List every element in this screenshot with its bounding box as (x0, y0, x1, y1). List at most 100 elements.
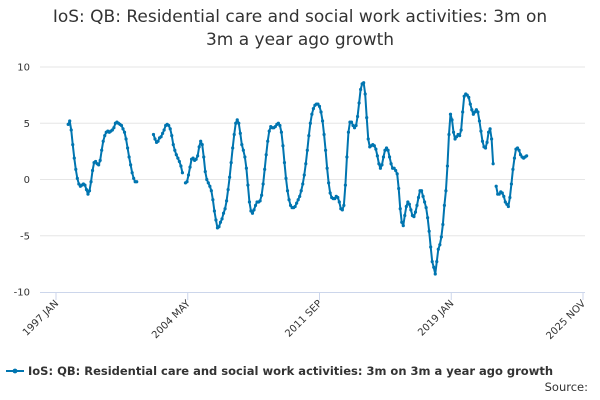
data-point (322, 132, 326, 137)
data-point (363, 92, 367, 96)
series-layer (66, 81, 529, 276)
data-point (287, 198, 291, 202)
data-point (185, 180, 189, 184)
data-point (355, 114, 360, 119)
data-point (168, 127, 172, 131)
data-point (234, 121, 238, 125)
y-tick-label: 5 (24, 119, 30, 130)
data-point (433, 272, 437, 276)
data-point (298, 194, 302, 198)
data-point (296, 198, 300, 202)
data-point (167, 123, 171, 128)
data-point (497, 192, 501, 196)
data-point (244, 166, 248, 170)
data-point (71, 143, 75, 147)
data-point (273, 125, 277, 129)
data-point (243, 155, 247, 159)
data-point (483, 146, 488, 150)
data-point (480, 139, 485, 143)
data-point (400, 220, 404, 224)
data-point (124, 137, 128, 141)
data-point (406, 200, 410, 204)
data-point (349, 120, 354, 124)
data-point (132, 176, 136, 180)
data-point (380, 163, 384, 167)
data-point (421, 194, 425, 198)
data-point (477, 119, 482, 123)
data-point (518, 153, 523, 157)
data-point (316, 102, 320, 106)
x-tick-label: 1997 JAN (21, 298, 61, 338)
data-point (69, 128, 73, 132)
data-point (394, 168, 398, 173)
data-point (479, 129, 483, 133)
data-point (214, 218, 218, 222)
data-point (317, 104, 322, 108)
data-point (451, 130, 456, 134)
data-point (386, 148, 390, 152)
data-point (352, 126, 357, 130)
data-point (378, 166, 383, 170)
data-point (491, 162, 495, 166)
data-point (203, 170, 207, 174)
data-point (337, 200, 341, 204)
data-point (486, 130, 491, 134)
legend-marker-dot (12, 368, 18, 374)
data-point (490, 137, 494, 141)
data-point (212, 209, 216, 213)
data-point (119, 123, 124, 128)
data-point (217, 225, 221, 229)
data-point (68, 119, 72, 123)
data-point (453, 137, 457, 141)
data-point (253, 203, 258, 207)
data-point (366, 137, 370, 141)
data-point (307, 134, 311, 138)
data-point (162, 128, 166, 132)
data-point (319, 110, 323, 114)
data-point (505, 202, 509, 206)
data-point (293, 204, 297, 209)
data-point (186, 173, 191, 177)
data-point (374, 147, 378, 151)
data-point (447, 132, 451, 137)
data-point (359, 87, 363, 92)
data-point (235, 118, 239, 122)
data-point (100, 148, 104, 152)
data-point (387, 155, 392, 159)
data-point (258, 199, 262, 203)
y-tick-label: 10 (17, 63, 30, 74)
data-point (129, 163, 133, 167)
x-axis (40, 292, 585, 300)
data-point (427, 229, 431, 233)
data-point (470, 108, 474, 112)
data-point (310, 112, 314, 116)
data-point (156, 139, 160, 143)
data-point (205, 177, 209, 182)
data-point (261, 182, 265, 186)
data-point (72, 156, 76, 160)
data-point (445, 164, 450, 168)
data-point (473, 110, 477, 114)
data-point (125, 146, 130, 150)
data-point (432, 265, 436, 269)
data-point (191, 156, 195, 160)
data-point (206, 181, 210, 185)
data-point (161, 131, 165, 135)
data-point (413, 210, 418, 214)
data-point (384, 146, 389, 150)
data-point (252, 208, 256, 212)
data-point (180, 171, 185, 175)
data-point (465, 93, 469, 97)
data-point (383, 148, 387, 152)
data-point (208, 184, 212, 188)
y-tick-label: -10 (14, 288, 30, 299)
data-point (284, 176, 288, 180)
data-point (500, 191, 504, 195)
data-point (130, 171, 134, 175)
data-point (450, 118, 454, 122)
data-point (171, 143, 175, 147)
data-point (351, 123, 355, 128)
data-point (458, 134, 462, 138)
data-point (517, 148, 521, 152)
data-point (308, 121, 312, 125)
